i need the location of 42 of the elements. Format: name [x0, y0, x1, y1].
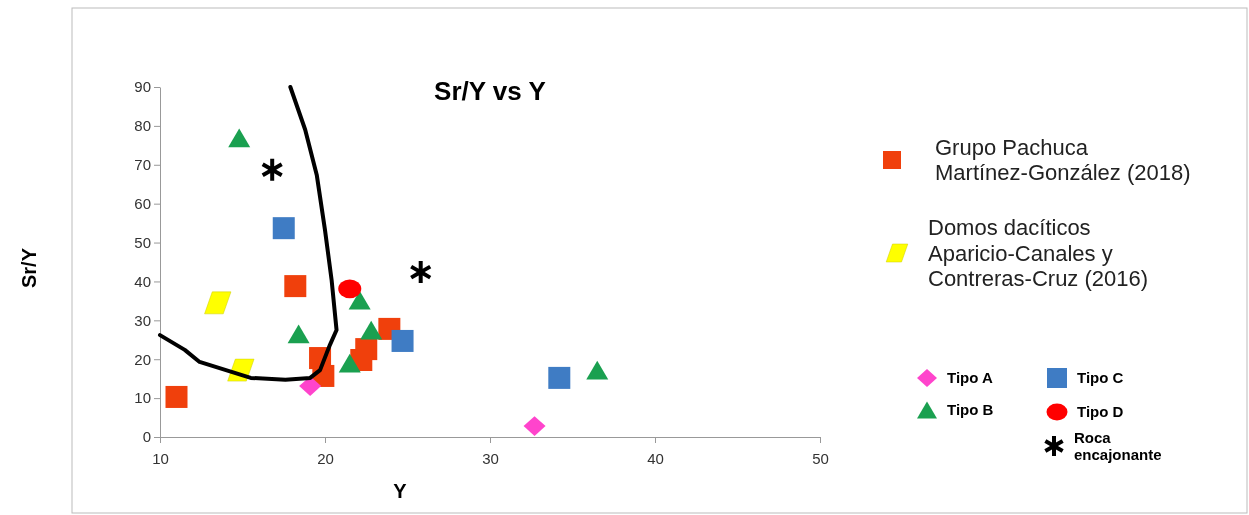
- y-tick-label: 60: [134, 194, 151, 212]
- x-tick-label: 50: [812, 450, 829, 467]
- point: [338, 353, 361, 373]
- y-tick-label: 50: [134, 233, 151, 251]
- y-tick-label: 90: [134, 78, 151, 96]
- point: [338, 279, 362, 299]
- y-tick-label: 20: [134, 350, 151, 368]
- x-axis-title: Y: [393, 480, 408, 502]
- point: [228, 128, 251, 148]
- point: [204, 291, 232, 315]
- legend-label: Tipo D: [1077, 403, 1124, 421]
- legend-label: Tipo C: [1077, 369, 1124, 387]
- point: [284, 275, 307, 298]
- point: [165, 385, 188, 408]
- point: [299, 376, 322, 396]
- point: [391, 329, 414, 352]
- y-axis-title: Sr/Y: [18, 247, 40, 289]
- point: [360, 320, 383, 340]
- legend-label: Tipo B: [947, 401, 994, 419]
- point: [261, 158, 283, 181]
- point: [272, 217, 295, 240]
- y-tick-label: 10: [134, 389, 151, 407]
- legend-label: Tipo A: [947, 369, 993, 387]
- chart-title: Sr/Y vs Y: [434, 76, 546, 106]
- y-tick-label: 0: [142, 428, 151, 446]
- point: [410, 261, 432, 284]
- x-tick-label: 30: [482, 450, 499, 467]
- y-tick-label: 30: [134, 311, 151, 329]
- x-tick-label: 20: [317, 450, 334, 467]
- point: [348, 290, 371, 310]
- x-tick-label: 40: [647, 450, 664, 467]
- point: [287, 324, 310, 344]
- legend-label: Roca encajonante: [1074, 428, 1162, 463]
- point: [548, 366, 571, 389]
- y-tick-label: 80: [134, 117, 151, 135]
- point: [523, 416, 546, 437]
- point: [586, 360, 609, 380]
- y-tick-label: 70: [134, 156, 151, 174]
- x-tick-label: 10: [152, 450, 169, 467]
- y-tick-label: 40: [134, 272, 151, 290]
- legend-label: Domos dacíticos Aparicio-Canales y Contreras-Cruz (2016): [928, 215, 1149, 291]
- legend-label: Grupo Pachuca Martínez-González (2018): [935, 135, 1191, 186]
